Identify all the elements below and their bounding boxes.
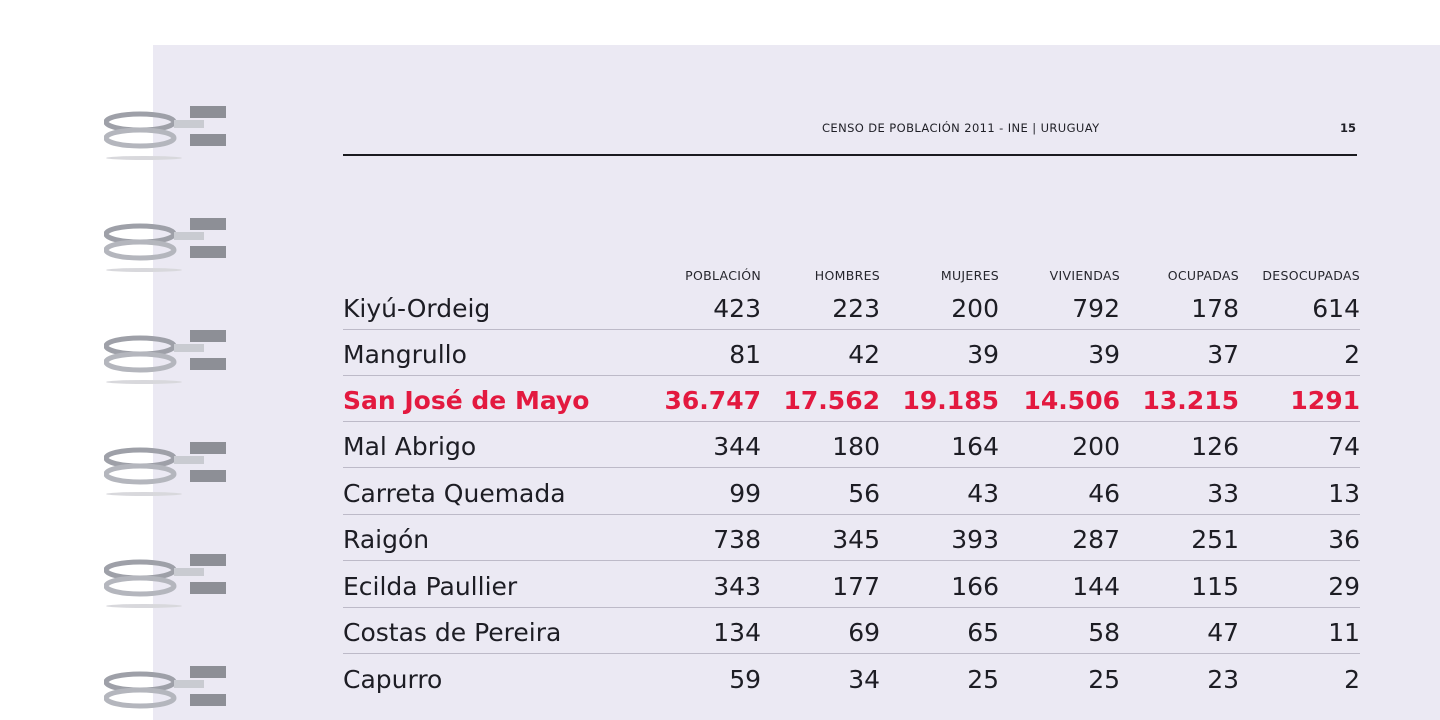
table-row: Kiyú-Ordeig 423 223 200 792 178 614 <box>343 283 1360 330</box>
table-row: Costas de Pereira 134 69 65 58 47 11 <box>343 607 1360 654</box>
cell-ocupadas: 37 <box>1207 340 1239 369</box>
cell-hombres: 223 <box>832 294 880 323</box>
cell-hombres: 177 <box>832 572 880 601</box>
cell-desocupadas: 1291 <box>1290 386 1360 415</box>
locality-name: Raigón <box>343 525 430 554</box>
cell-viviendas: 39 <box>1088 340 1120 369</box>
cell-poblacion: 343 <box>713 572 761 601</box>
cell-viviendas: 792 <box>1072 294 1120 323</box>
column-header-ocupadas: OCUPADAS <box>1167 268 1239 283</box>
cell-ocupadas: 178 <box>1191 294 1239 323</box>
cell-viviendas: 200 <box>1072 432 1120 461</box>
cell-mujeres: 39 <box>967 340 999 369</box>
table-row: Carreta Quemada 99 56 43 46 33 13 <box>343 468 1360 515</box>
cell-mujeres: 25 <box>967 665 999 694</box>
cell-poblacion: 36.747 <box>664 386 761 415</box>
cell-poblacion: 81 <box>729 340 761 369</box>
spiral-ring-icon <box>104 554 226 608</box>
spiral-ring-icon <box>104 330 226 384</box>
cell-poblacion: 344 <box>713 432 761 461</box>
table-row: San José de Mayo 36.747 17.562 19.185 14.506… <box>343 375 1360 422</box>
cell-ocupadas: 13.215 <box>1142 386 1239 415</box>
cell-hombres: 180 <box>832 432 880 461</box>
table-row: Raigón 738 345 393 287 251 36 <box>343 514 1360 561</box>
locality-name: San José de Mayo <box>343 386 590 415</box>
cell-poblacion: 738 <box>713 525 761 554</box>
cell-ocupadas: 126 <box>1191 432 1239 461</box>
spiral-ring-icon <box>104 106 226 160</box>
cell-hombres: 69 <box>848 618 880 647</box>
page-number: 15 <box>1340 121 1357 135</box>
cell-mujeres: 65 <box>967 618 999 647</box>
cell-poblacion: 134 <box>713 618 761 647</box>
cell-hombres: 345 <box>832 525 880 554</box>
cell-desocupadas: 2 <box>1344 340 1360 369</box>
column-header-desocupadas: DESOCUPADAS <box>1262 268 1360 283</box>
cell-desocupadas: 74 <box>1328 432 1360 461</box>
cell-ocupadas: 23 <box>1207 665 1239 694</box>
cell-mujeres: 164 <box>951 432 999 461</box>
cell-mujeres: 43 <box>967 479 999 508</box>
cell-ocupadas: 251 <box>1191 525 1239 554</box>
column-header-viviendas: VIVIENDAS <box>1049 268 1120 283</box>
cell-viviendas: 58 <box>1088 618 1120 647</box>
spiral-ring-icon <box>104 218 226 272</box>
locality-name: Kiyú-Ordeig <box>343 294 491 323</box>
cell-mujeres: 166 <box>951 572 999 601</box>
cell-hombres: 56 <box>848 479 880 508</box>
cell-hombres: 42 <box>848 340 880 369</box>
locality-name: Ecilda Paullier <box>343 572 518 601</box>
column-header-hombres: HOMBRES <box>814 268 880 283</box>
running-header: CENSO DE POBLACIÓN 2011 - INE | URUGUAY <box>822 121 1100 135</box>
cell-poblacion: 423 <box>713 294 761 323</box>
cell-poblacion: 59 <box>729 665 761 694</box>
cell-mujeres: 393 <box>951 525 999 554</box>
cell-desocupadas: 36 <box>1328 525 1360 554</box>
cell-desocupadas: 2 <box>1344 665 1360 694</box>
locality-name: Mangrullo <box>343 340 467 369</box>
cell-ocupadas: 115 <box>1191 572 1239 601</box>
cell-viviendas: 25 <box>1088 665 1120 694</box>
table-row: Mal Abrigo 344 180 164 200 126 74 <box>343 421 1360 468</box>
cell-hombres: 34 <box>848 665 880 694</box>
spiral-binding <box>104 0 234 720</box>
locality-name: Mal Abrigo <box>343 432 477 461</box>
spiral-ring-icon <box>104 666 226 709</box>
cell-viviendas: 287 <box>1072 525 1120 554</box>
cell-viviendas: 46 <box>1088 479 1120 508</box>
cell-desocupadas: 11 <box>1328 618 1360 647</box>
table-row: Capurro 59 34 25 25 23 2 <box>343 654 1360 700</box>
cell-desocupadas: 13 <box>1328 479 1360 508</box>
cell-viviendas: 144 <box>1072 572 1120 601</box>
locality-name: Capurro <box>343 665 443 694</box>
spiral-ring-icon <box>104 442 226 496</box>
locality-name: Carreta Quemada <box>343 479 566 508</box>
column-header-mujeres: MUJERES <box>940 268 999 283</box>
cell-desocupadas: 614 <box>1312 294 1360 323</box>
cell-mujeres: 19.185 <box>902 386 999 415</box>
cell-ocupadas: 33 <box>1207 479 1239 508</box>
table-row: Ecilda Paullier 343 177 166 144 115 29 <box>343 561 1360 608</box>
locality-name: Costas de Pereira <box>343 618 562 647</box>
cell-desocupadas: 29 <box>1328 572 1360 601</box>
cell-poblacion: 99 <box>729 479 761 508</box>
cell-ocupadas: 47 <box>1207 618 1239 647</box>
header-rule <box>343 154 1357 156</box>
cell-hombres: 17.562 <box>783 386 880 415</box>
cell-mujeres: 200 <box>951 294 999 323</box>
cell-viviendas: 14.506 <box>1023 386 1120 415</box>
column-header-poblacion: POBLACIÓN <box>685 268 761 283</box>
table-row: Mangrullo 81 42 39 39 37 2 <box>343 329 1360 376</box>
